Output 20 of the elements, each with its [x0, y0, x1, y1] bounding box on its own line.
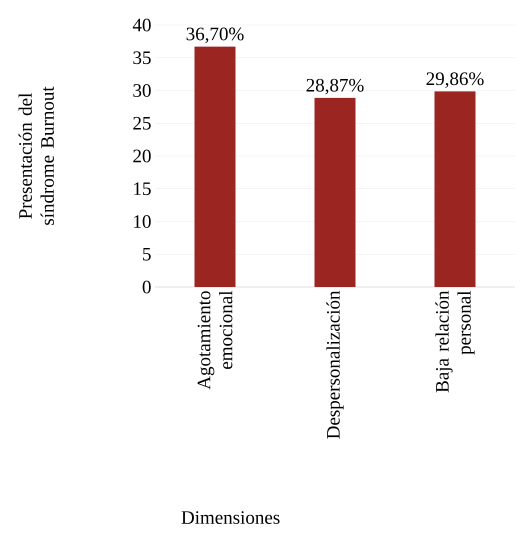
bar: [314, 98, 356, 287]
y-tick-label: 20: [133, 150, 151, 162]
x-tick-label: Despersonalización: [326, 290, 344, 439]
x-tick-label: Agotamiento emocional: [198, 290, 232, 390]
y-tick-label: 5: [143, 248, 151, 261]
y-tick-label: 30: [133, 84, 151, 97]
data-label: 36,70%: [186, 28, 244, 44]
x-tick-label: Baja relación personal: [435, 290, 475, 392]
data-label: 29,86%: [426, 72, 484, 88]
data-label: 28,87%: [306, 78, 364, 94]
x-axis-title: Dimensiones: [182, 511, 280, 524]
y-tick-label: 10: [134, 215, 151, 228]
y-tick-label: 40: [132, 18, 151, 32]
y-tick-label: 35: [133, 51, 151, 64]
y-tick-label: 25: [133, 116, 151, 130]
bar: [194, 46, 236, 287]
y-axis-title: Presentación del síndrome Burnout: [18, 86, 54, 225]
bar: [434, 91, 476, 287]
y-tick-label: 15: [134, 182, 151, 196]
y-tick-label: 0: [142, 280, 151, 294]
